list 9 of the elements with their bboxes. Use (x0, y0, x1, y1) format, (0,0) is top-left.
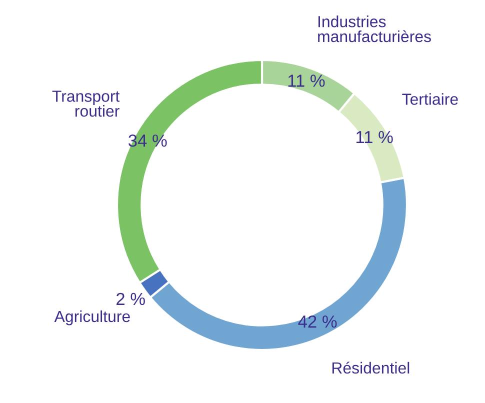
data-label: 2 % (116, 292, 145, 306)
slice-label: Tertiaire (402, 93, 458, 105)
slice-label: Industries manufacturières (318, 16, 431, 42)
slice-label: Transport routier (52, 90, 120, 117)
data-label: 11 % (288, 74, 325, 87)
data-label: 11 % (356, 131, 393, 144)
slice-label: Résidentiel (332, 362, 410, 374)
slice-label: Agriculture (54, 310, 130, 326)
data-label: 42 % (298, 315, 337, 328)
